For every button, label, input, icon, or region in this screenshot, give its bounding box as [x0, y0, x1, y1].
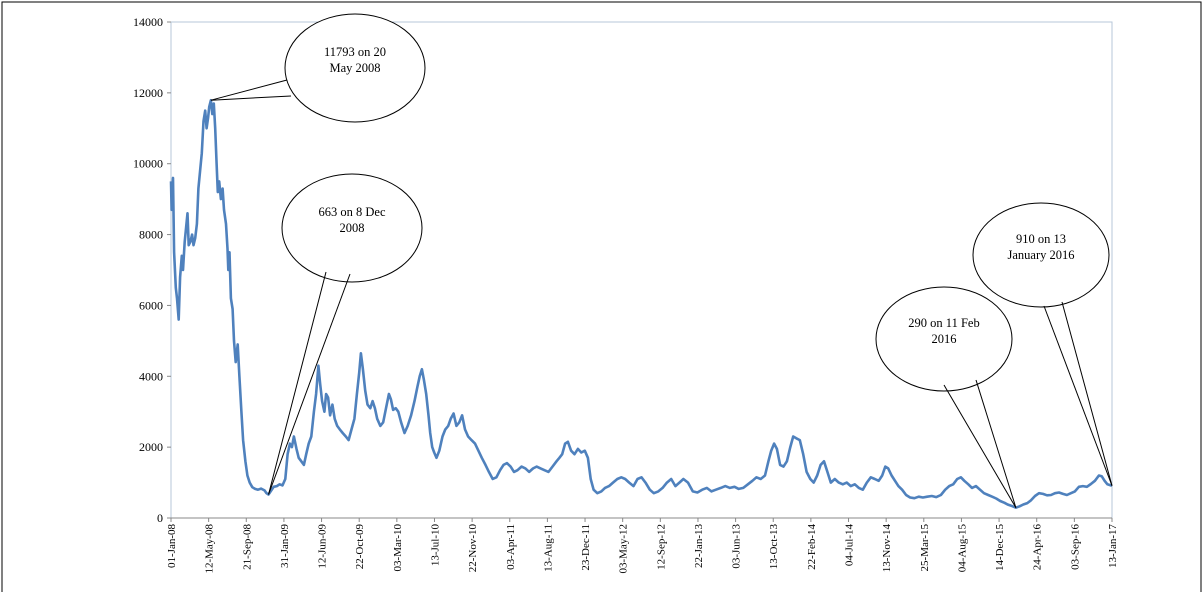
x-tick-label: 12-May-08 [204, 524, 216, 574]
x-tick-label: 21-Sep-08 [241, 524, 253, 570]
x-tick-label: 13-Oct-13 [768, 524, 780, 570]
callout-0: 11793 on 20 May 2008 [210, 13, 426, 123]
x-tick-label: 14-Dec-15 [994, 524, 1006, 572]
callout-pointer [975, 379, 1017, 508]
callout-pointer [268, 271, 327, 495]
callout-label: 663 on 8 Dec [319, 205, 386, 219]
x-tick-label: 03-Jun-13 [731, 524, 743, 569]
x-tick-label: 22-Oct-09 [354, 524, 366, 570]
callout-label: 2016 [932, 332, 957, 346]
callout-pointer [268, 273, 351, 495]
x-tick-label: 22-Nov-10 [467, 524, 479, 573]
callouts-layer: 11793 on 20 May 2008 663 on 8 Dec 2008 290 o… [210, 13, 1113, 508]
callout-pointer [210, 95, 292, 101]
x-tick-label: 22-Jan-13 [693, 524, 705, 568]
x-tick-label: 31-Jan-09 [279, 524, 291, 568]
series-line-0 [169, 98, 1113, 510]
x-tick-label: 04-Aug-15 [956, 524, 968, 573]
x-tick-label: 23-Dec-11 [580, 524, 592, 571]
callout-label: 2008 [340, 221, 365, 235]
x-tick-label: 03-Apr-11 [505, 524, 517, 570]
callout-label: 11793 on 20 [324, 45, 386, 59]
y-tick-label: 12000 [133, 86, 163, 100]
callout-label: 910 on 13 [1016, 232, 1066, 246]
x-tick-label: 12-Jun-09 [317, 524, 329, 569]
x-tick-label: 13-Jan-17 [1107, 524, 1119, 568]
x-tick-label: 24-Apr-16 [1032, 524, 1044, 571]
callout-pointer [1061, 301, 1113, 486]
x-tick-label: 03-May-12 [618, 524, 630, 574]
x-tick-label: 22-Feb-14 [806, 524, 818, 570]
x-tick-label: 03-Sep-16 [1069, 524, 1081, 570]
y-tick-label: 14000 [133, 15, 163, 29]
y-tick-label: 8000 [139, 228, 163, 242]
callout-label: January 2016 [1008, 248, 1075, 262]
x-tick-label: 01-Jan-08 [166, 524, 178, 568]
callout-label: May 2008 [329, 61, 380, 75]
callout-1: 663 on 8 Dec 2008 [268, 173, 423, 495]
callout-pointer [210, 79, 288, 101]
y-tick-label: 4000 [139, 369, 163, 383]
axes: 0 2000 4000 6000 8000 10000 12000 14000 01-Jan-0… [133, 15, 1119, 574]
callout-label: 290 on 11 Feb [908, 316, 979, 330]
callout-pointer [1043, 305, 1113, 486]
x-tick-label: 04-Jul-14 [844, 524, 856, 567]
x-tick-label: 12-Sep-12 [655, 524, 667, 570]
callout-bubble [972, 202, 1110, 308]
x-tick-label: 13-Aug-11 [542, 524, 554, 572]
callout-bubble [284, 13, 426, 123]
callout-3: 910 on 13 January 2016 [972, 202, 1113, 486]
y-tick-label: 0 [157, 511, 163, 525]
y-tick-label: 10000 [133, 157, 163, 171]
callout-2: 290 on 11 Feb 2016 [875, 286, 1017, 508]
callout-bubble [281, 173, 423, 283]
callout-bubble [875, 286, 1013, 392]
x-tick-label: 25-Mar-15 [919, 524, 931, 572]
x-tick-label: 03-Mar-10 [392, 524, 404, 572]
x-tick-label: 13-Jul-10 [429, 524, 441, 567]
x-tick-label: 13-Nov-14 [881, 524, 893, 573]
series-layer [169, 98, 1113, 510]
callout-pointer [943, 384, 1017, 508]
y-tick-label: 2000 [139, 440, 163, 454]
y-tick-label: 6000 [139, 298, 163, 312]
